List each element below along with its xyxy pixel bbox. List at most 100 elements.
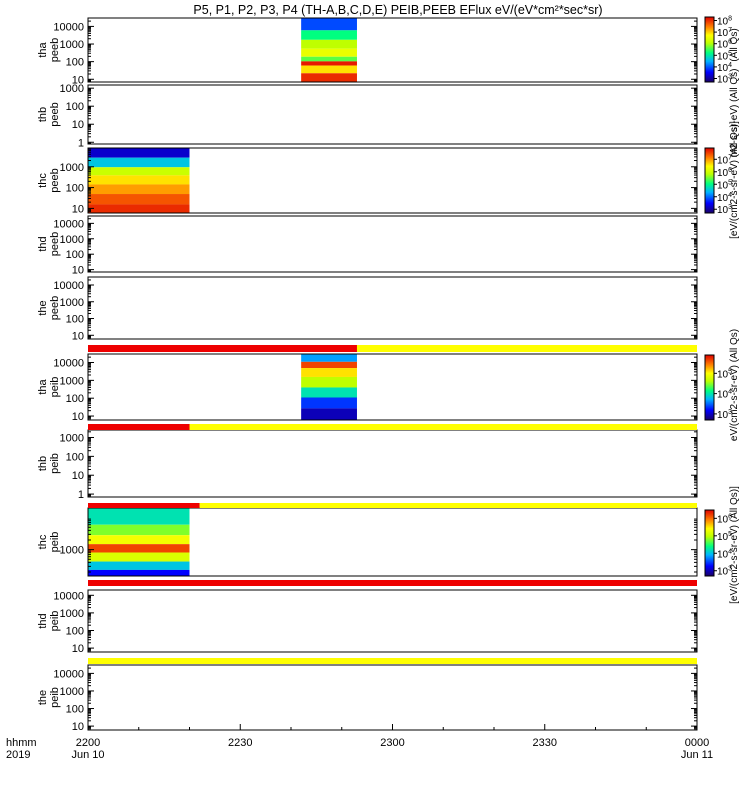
panel-frame xyxy=(87,147,698,214)
spectrogram-band xyxy=(88,561,190,570)
y-tick-label: 100 xyxy=(66,393,84,405)
panel-species-label: peib xyxy=(49,377,61,398)
y-tick-label: 1 xyxy=(78,489,84,501)
colorbar xyxy=(704,16,715,83)
colorbar-tick-exponent: 7 xyxy=(728,27,732,34)
spectrogram-band xyxy=(301,73,357,82)
y-tick-label: 100 xyxy=(66,57,84,69)
colorbar-tick-exponent: 4 xyxy=(728,389,732,396)
colorbar-tick-label: 108 xyxy=(717,15,732,27)
y-tick-label: 10000 xyxy=(53,590,84,602)
x-tick-sublabel: Jun 10 xyxy=(71,749,104,761)
y-tick-label: 10 xyxy=(72,721,84,733)
status-bar-segment xyxy=(88,345,357,352)
y-tick-label: 10 xyxy=(72,470,84,482)
spectrogram-band xyxy=(88,194,190,205)
panel-thb-peib: 1 10 100 1000 thb peib xyxy=(37,424,698,501)
colorbar-label: m2-s-sr-eV) (All Qs) xyxy=(729,69,740,158)
panel-species-label: peeb xyxy=(49,168,61,192)
status-bar-segment xyxy=(88,424,190,430)
panel-species-label: peeb xyxy=(49,102,61,126)
spectrogram-band xyxy=(301,408,357,420)
status-bar-segment xyxy=(88,580,697,586)
status-bar-segment xyxy=(88,503,200,508)
y-tick-label: 1000 xyxy=(60,162,84,174)
panel-probe-label: thd xyxy=(37,613,49,628)
spectrogram-band xyxy=(88,544,190,553)
spectrogram-band xyxy=(88,204,190,213)
colorbar-tick-exponent: 4 xyxy=(728,62,732,69)
y-tick-label: 10 xyxy=(72,330,84,342)
colorbar-tick-exponent: 3 xyxy=(728,74,732,81)
panel-probe-label: thc xyxy=(37,173,49,188)
y-tick-label: 10 xyxy=(72,74,84,86)
colorbar-tick-exponent: 5 xyxy=(728,50,732,57)
y-tick-label: 10000 xyxy=(53,21,84,33)
panel-the-peeb: 10 100 1000 10000 the peeb xyxy=(37,276,698,342)
status-bar-segment xyxy=(199,503,697,508)
panel-thd-peeb: 10 100 1000 10000 thd peeb xyxy=(37,215,698,277)
status-bar-segment xyxy=(189,424,697,430)
panel-frame xyxy=(87,664,698,731)
spectrogram-band xyxy=(88,508,190,525)
panel-frame xyxy=(87,589,698,653)
panel-species-label: peeb xyxy=(49,296,61,320)
spectrogram-band xyxy=(88,535,190,545)
y-tick-label: 100 xyxy=(66,625,84,637)
panel-frame xyxy=(87,84,698,145)
y-tick-label: 1000 xyxy=(60,297,84,309)
chart-title: P5, P1, P2, P3, P4 (TH-A,B,C,D,E) PEIB,P… xyxy=(193,3,602,17)
spectrogram-band xyxy=(301,376,357,388)
panel-the-peib: 10 100 1000 10000 the peib xyxy=(37,658,698,733)
y-tick-label: 1000 xyxy=(60,545,84,557)
panel-frame xyxy=(87,215,698,273)
y-tick-label: 10 xyxy=(72,411,84,423)
x-tick-label: 2200 xyxy=(76,737,100,749)
y-tick-label: 1000 xyxy=(60,433,84,445)
y-tick-label: 10 xyxy=(72,203,84,215)
panel-species-label: peib xyxy=(49,532,61,553)
spectrogram-band xyxy=(301,354,357,362)
y-tick-label: 1000 xyxy=(60,39,84,51)
spectrogram-band xyxy=(88,175,190,185)
panel-probe-label: thc xyxy=(37,534,49,549)
y-tick-label: 1000 xyxy=(60,686,84,698)
x-tick-label: 0000 xyxy=(685,737,709,749)
colorbar-tick-exponent: 3 xyxy=(728,566,732,573)
spectrogram-band xyxy=(301,65,357,74)
spectrogram-band xyxy=(88,184,190,195)
spectrogram-band xyxy=(301,18,357,31)
panel-species-label: peib xyxy=(49,611,61,632)
colorbar-tick-exponent: 6 xyxy=(728,39,732,46)
colorbar xyxy=(704,354,715,421)
status-bar-segment xyxy=(356,345,697,352)
x-tick-label: 2330 xyxy=(533,737,557,749)
spectrogram-band xyxy=(88,148,190,158)
panel-frame xyxy=(87,17,698,83)
spectrogram-band xyxy=(88,569,190,576)
y-tick-label: 1 xyxy=(78,137,84,149)
y-tick-label: 10000 xyxy=(53,218,84,230)
spectrogram-band xyxy=(301,397,357,409)
y-tick-label: 10 xyxy=(72,265,84,277)
colorbar-tick-exponent: 6 xyxy=(728,167,732,174)
colorbar-tick-exponent: 7 xyxy=(728,154,732,161)
panel-probe-label: the xyxy=(37,300,49,315)
spectrogram-band xyxy=(301,361,357,369)
colorbar-label: [eV/(cm2-s-sr-eV) (All Qs)] xyxy=(729,486,740,604)
colorbar xyxy=(704,147,715,214)
panel-frame xyxy=(87,429,698,498)
y-tick-label: 1000 xyxy=(60,234,84,246)
x-tick-label: 2300 xyxy=(380,737,404,749)
colorbar-tick-exponent: 3 xyxy=(728,204,732,211)
spectrogram-band xyxy=(301,56,357,62)
panel-species-label: peib xyxy=(49,687,61,708)
y-tick-label: 1000 xyxy=(60,83,84,95)
y-tick-label: 100 xyxy=(66,249,84,261)
colorbar-tick-exponent: 5 xyxy=(728,368,732,375)
colorbar-label: (All Qs) xyxy=(729,28,740,61)
panel-probe-label: thb xyxy=(37,107,49,122)
